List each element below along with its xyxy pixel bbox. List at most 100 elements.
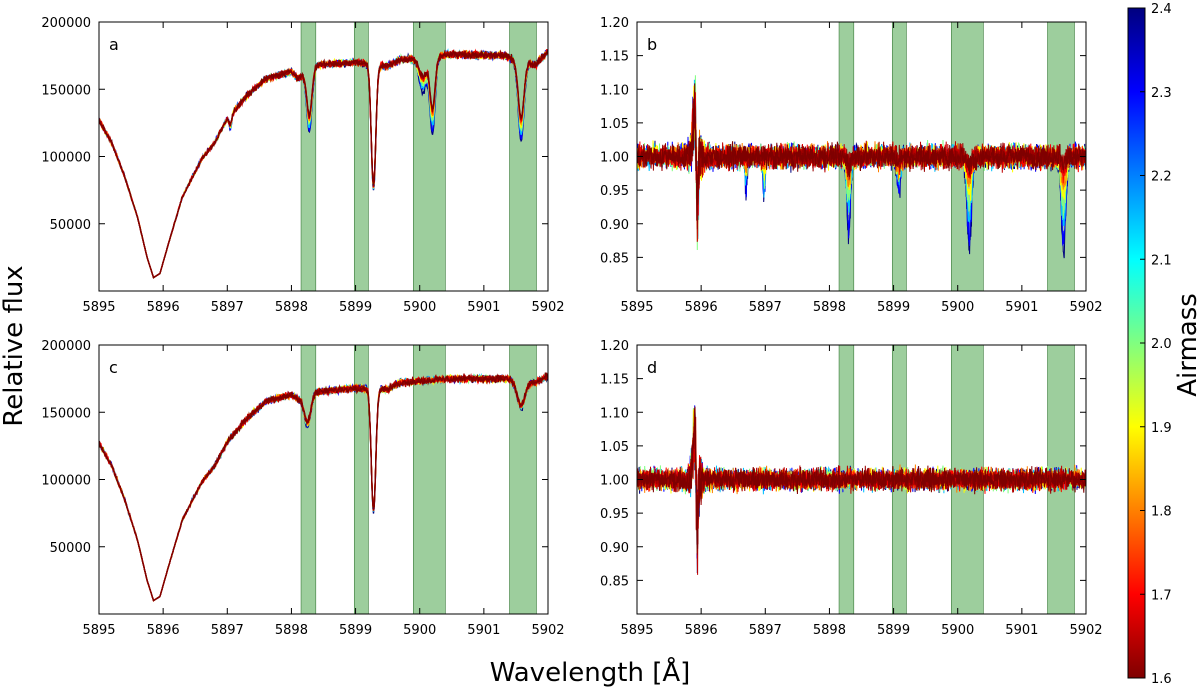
telluric-band (300, 21, 317, 292)
x-tick-label: 5895 (620, 623, 653, 638)
x-tick-label: 5902 (531, 300, 564, 315)
x-tick-label: 5900 (403, 623, 436, 638)
x-tick-label: 5897 (211, 623, 244, 638)
y-tick-label: 1.20 (600, 16, 629, 31)
spectrum-airmass-1.6 (99, 371, 548, 602)
y-tick-label: 1.05 (600, 440, 629, 455)
spectrum-airmass-1.7 (99, 48, 548, 279)
spectrum-airmass-1.8 (99, 49, 548, 279)
colorbar-tick-label: 2.1 (1151, 253, 1172, 268)
x-tick-label: 5895 (82, 300, 115, 315)
panel-b: 5895 5896 5897 5898 5899 5900 5901 5902 0.85 0.90… (600, 16, 1103, 315)
x-tick-label: 5901 (467, 623, 500, 638)
y-tick-label: 0.85 (600, 251, 629, 266)
y-tick-label: 1.10 (600, 406, 629, 421)
spectrum-airmass-1.62 (99, 49, 548, 279)
panels: 5895 5896 5897 5898 5899 5900 5901 5902 50000 100… (41, 16, 1102, 638)
y-tick-label: 100000 (41, 474, 91, 489)
y-tick-label: 1.20 (600, 339, 629, 354)
colorbar-tick-label: 2.4 (1151, 2, 1172, 17)
colorbar-tick-label: 1.7 (1151, 588, 1172, 603)
spectrum-airmass-1.65 (99, 372, 548, 602)
spectrum-airmass-2.15 (99, 372, 548, 602)
spectrum-airmass-2 (99, 372, 548, 602)
x-tick-label: 5898 (813, 623, 846, 638)
spectrum-airmass-1.62 (99, 373, 548, 602)
spectrum-airmass-1.6 (637, 83, 1086, 221)
y-tick-label: 1.10 (600, 83, 629, 98)
y-tick-label: 200000 (41, 16, 91, 31)
colorbar: 1.6 1.7 1.8 1.9 2.0 2.1 2.2 2.3 2.4 Airmass (1127, 2, 1200, 687)
y-tick-label: 200000 (41, 339, 91, 354)
y-tick-label: 150000 (41, 406, 91, 421)
x-tick-label: 5896 (685, 623, 718, 638)
x-tick-label: 5898 (275, 300, 308, 315)
spectrum-airmass-1.6 (637, 406, 1086, 549)
telluric-band (412, 21, 446, 292)
x-tick-label: 5899 (877, 623, 910, 638)
spectrum-airmass-1.9 (99, 373, 548, 602)
x-tick-label: 5897 (211, 300, 244, 315)
y-tick-label: 0.90 (600, 218, 629, 233)
x-tick-label: 5902 (531, 623, 564, 638)
colorbar-tick-label: 1.6 (1151, 672, 1172, 687)
x-tick-label: 5895 (620, 300, 653, 315)
x-tick-label: 5896 (685, 300, 718, 315)
colorbar-tick-label: 2.3 (1151, 86, 1172, 101)
y-tick-label: 0.95 (600, 184, 629, 199)
panel-letter: b (647, 35, 657, 54)
x-tick-label: 5899 (877, 300, 910, 315)
colorbar-ticks: 1.6 1.7 1.8 1.9 2.0 2.1 2.2 2.3 2.4 (1140, 2, 1172, 687)
y-tick-label: 50000 (50, 541, 91, 556)
panel-c: 5895 5896 5897 5898 5899 5900 5901 5902 50000 100… (41, 339, 564, 638)
y-tick-label: 50000 (50, 218, 91, 233)
x-tick-label: 5896 (147, 623, 180, 638)
colorbar-label: Airmass (1173, 293, 1200, 397)
y-axis-label: Relative flux (0, 265, 29, 426)
y-tick-label: 0.90 (600, 541, 629, 556)
x-tick-label: 5899 (339, 300, 372, 315)
x-tick-label: 5898 (813, 300, 846, 315)
spectrum-airmass-1.65 (99, 49, 548, 279)
spectrum-airmass-2.15 (99, 48, 548, 279)
x-tick-label: 5900 (941, 300, 974, 315)
x-tick-label: 5901 (467, 300, 500, 315)
x-tick-label: 5898 (275, 623, 308, 638)
x-tick-label: 5901 (1005, 300, 1038, 315)
spectrum-airmass-2.3 (99, 373, 548, 602)
panel-a: 5895 5896 5897 5898 5899 5900 5901 5902 50000 100… (41, 16, 564, 315)
spectra (99, 371, 548, 602)
y-tick-label: 0.95 (600, 507, 629, 522)
x-tick-label: 5895 (82, 623, 115, 638)
x-tick-label: 5896 (147, 300, 180, 315)
spectrum-airmass-2.3 (99, 49, 548, 279)
y-tick-label: 1.05 (600, 117, 629, 132)
spectrum-airmass-1.6 (99, 49, 548, 279)
panel-d: 5895 5896 5897 5898 5899 5900 5901 5902 0.85 0.90… (600, 339, 1103, 638)
colorbar-tick-label: 1.9 (1151, 421, 1172, 436)
x-tick-label: 5901 (1005, 623, 1038, 638)
x-tick-label: 5902 (1069, 623, 1102, 638)
colorbar-tick-label: 2.2 (1151, 170, 1172, 185)
telluric-band (412, 344, 446, 615)
spectrum-airmass-2 (99, 50, 548, 279)
spectra (99, 48, 548, 279)
y-tick-label: 1.00 (600, 474, 629, 489)
telluric-band (300, 344, 317, 615)
spectra (637, 405, 1086, 575)
colorbar-tick-label: 2.0 (1151, 337, 1172, 352)
panel-letter: d (647, 358, 657, 377)
x-tick-label: 5900 (403, 300, 436, 315)
panel-letter: c (109, 358, 118, 377)
y-tick-label: 100000 (41, 151, 91, 166)
spectrum-airmass-2.4 (99, 49, 548, 279)
x-tick-label: 5897 (749, 623, 782, 638)
y-tick-label: 1.00 (600, 151, 629, 166)
x-tick-label: 5900 (941, 623, 974, 638)
spectra (637, 75, 1086, 259)
y-tick-label: 1.15 (600, 373, 629, 388)
y-tick-label: 150000 (41, 83, 91, 98)
spectrum-airmass-2.4 (99, 372, 548, 602)
x-tick-label: 5897 (749, 300, 782, 315)
